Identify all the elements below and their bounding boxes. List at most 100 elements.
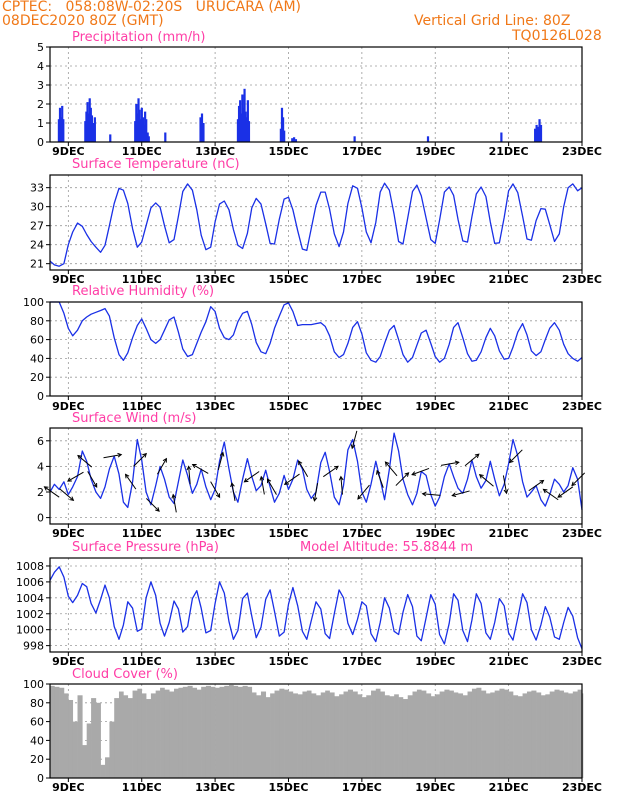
x-tick-label: 23DEC (562, 781, 602, 794)
cloud-bar (210, 686, 216, 778)
cloud-bar (380, 691, 385, 778)
y-tick-label: 998 (23, 640, 44, 653)
cloud-bar (462, 695, 468, 778)
precip-bar (145, 119, 148, 142)
wind-vector (44, 486, 60, 498)
panel-title: Relative Humidity (%) (72, 284, 214, 299)
wind-vector (87, 471, 98, 488)
panel-subtitle: Model Altitude: 55.8844 m (300, 540, 473, 555)
y-tick-label: 80 (30, 697, 44, 710)
precip-bar (353, 136, 356, 142)
precip-bar (84, 121, 87, 142)
header-grid-note: Vertical Grid Line: 80Z (414, 13, 571, 29)
precip-bar (136, 113, 139, 142)
wind-vector-head (338, 475, 344, 481)
cloud-bar (219, 686, 225, 778)
precip-bar (135, 104, 138, 142)
cloud-bar (389, 696, 395, 778)
cloud-bar (449, 690, 454, 778)
header-model-code: TQ0126L028 (512, 28, 602, 44)
precip-bar (240, 113, 243, 142)
precip-bar (138, 109, 141, 142)
panel-temp (46, 174, 583, 274)
pressure-line (49, 566, 583, 650)
y-tick-label: 1000 (16, 624, 44, 637)
y-tick-label: 40 (30, 352, 44, 365)
y-tick-label: 100 (23, 678, 44, 691)
cloud-bar (288, 691, 294, 778)
panel-wind_speed (43, 427, 586, 528)
cloud-bar (229, 684, 234, 778)
wind-vector-head (142, 452, 147, 458)
wind-vector (422, 493, 441, 496)
wind-vector-head (357, 494, 362, 500)
y-tick-label: 2 (37, 486, 44, 499)
x-tick-label: 21DEC (489, 655, 529, 668)
x-tick-label: 17DEC (342, 655, 382, 668)
wind-vector-head (283, 480, 289, 485)
x-tick-label: 19DEC (415, 655, 455, 668)
wind-vector-head (186, 465, 192, 471)
cloud-bar (302, 691, 308, 778)
precip-bar (85, 111, 88, 142)
x-tick-label: 21DEC (489, 781, 529, 794)
y-tick-label: 0 (37, 136, 44, 149)
precip-bar (93, 117, 96, 142)
cloud-bar (127, 698, 133, 778)
y-tick-label: 21 (30, 258, 44, 271)
y-tick-label: 80 (30, 315, 44, 328)
cloud-bar (357, 694, 363, 778)
wind-vector (351, 430, 358, 449)
wind-vector (59, 488, 74, 501)
x-tick-label: 13DEC (195, 145, 235, 158)
panel-frame (49, 174, 583, 271)
wind-vector-head (219, 451, 225, 457)
cloud-bar (366, 695, 372, 778)
cloud-bar (568, 693, 574, 778)
precip-bar (88, 98, 91, 142)
x-tick-label: 19DEC (415, 781, 455, 794)
precip-bar (280, 107, 284, 142)
wind-vector-head (93, 482, 98, 488)
cloud-bar (421, 690, 427, 778)
y-tick-label: 20 (30, 371, 44, 384)
x-tick-label: 15DEC (268, 527, 308, 540)
wind-vector (231, 483, 236, 501)
precip-bar (538, 119, 541, 142)
header-run-time: 08DEC2020 80Z (GMT) (2, 13, 164, 29)
cloud-bar (174, 688, 179, 778)
precip-bar (241, 94, 244, 142)
y-tick-label: 1 (37, 117, 44, 130)
wind-vector-head (503, 489, 509, 495)
wind-vector-head (542, 488, 548, 494)
cloud-bar (77, 695, 83, 778)
cloud-bar (494, 690, 500, 778)
cloud-bar (352, 691, 358, 778)
x-tick-label: 23DEC (562, 273, 602, 286)
cloud-bar (572, 691, 578, 778)
precip-bar (242, 107, 245, 142)
x-tick-label: 23DEC (562, 655, 602, 668)
wind-vector-head (404, 472, 410, 477)
y-tick-label: 20 (30, 753, 44, 766)
cloud-bar (105, 757, 110, 778)
cloud-bar (444, 689, 450, 778)
y-tick-label: 2 (37, 98, 44, 111)
wind-vector-head (474, 453, 480, 459)
wind-vector-head (350, 444, 356, 450)
y-tick-label: 1008 (16, 560, 44, 573)
wind-vector (452, 490, 470, 497)
y-tick-label: 1004 (16, 592, 44, 605)
y-tick-label: 5 (37, 41, 44, 54)
panel-frame (49, 301, 583, 397)
x-tick-label: 9DEC (52, 273, 84, 286)
precip-bar (141, 117, 145, 142)
precip-bar (146, 132, 149, 142)
precip-bar (87, 113, 90, 142)
panel-frame (49, 46, 583, 143)
cloud-bar (517, 696, 523, 778)
precip-bar (291, 138, 294, 142)
cloud-bar (453, 692, 459, 778)
wind-vector-head (171, 493, 177, 499)
cloud-bar (554, 689, 560, 778)
